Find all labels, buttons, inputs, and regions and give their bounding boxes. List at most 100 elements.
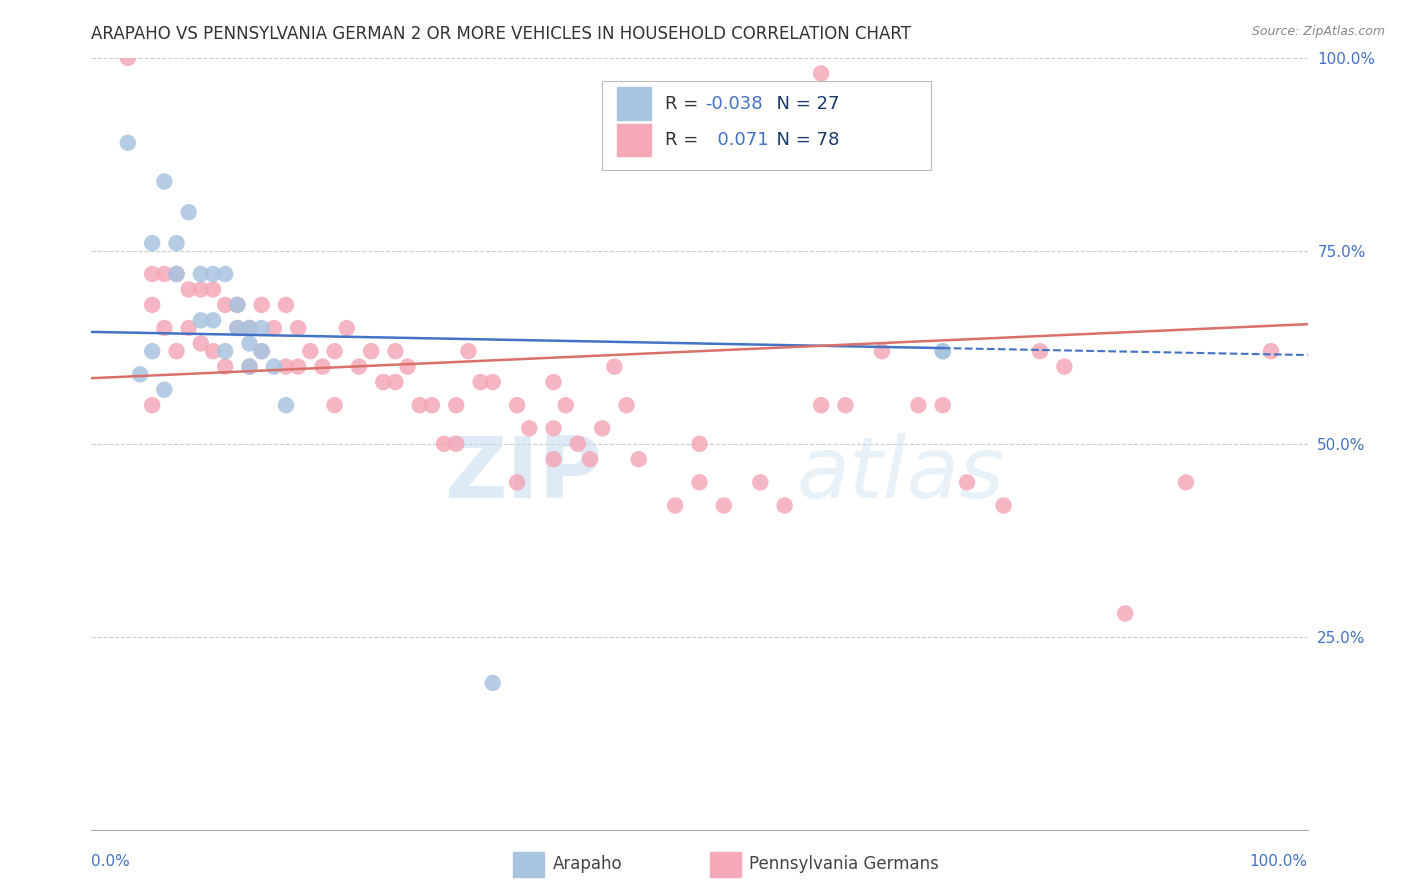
Point: [263, 321, 285, 335]
Point: [810, 66, 832, 80]
Point: [274, 359, 297, 374]
Point: [506, 398, 529, 412]
Point: [250, 344, 273, 359]
Point: [250, 298, 273, 312]
Point: [1029, 344, 1052, 359]
Point: [1260, 344, 1282, 359]
Point: [931, 398, 953, 412]
Point: [141, 236, 163, 251]
Point: [360, 344, 382, 359]
Point: [177, 205, 200, 219]
Point: [567, 436, 589, 450]
Point: [238, 321, 260, 335]
Point: [202, 344, 225, 359]
Point: [190, 267, 212, 281]
Text: 100.0%: 100.0%: [1250, 855, 1308, 869]
Point: [993, 499, 1015, 513]
Text: ZIP: ZIP: [444, 434, 602, 516]
Point: [129, 368, 152, 382]
Point: [773, 499, 796, 513]
Text: R =: R =: [665, 95, 704, 112]
Point: [166, 267, 188, 281]
Point: [190, 282, 212, 296]
Point: [1114, 607, 1136, 621]
Point: [153, 321, 176, 335]
Point: [153, 383, 176, 397]
Point: [214, 359, 236, 374]
Point: [688, 436, 710, 450]
Point: [238, 321, 260, 335]
Point: [409, 398, 432, 412]
Point: [311, 359, 333, 374]
Point: [481, 375, 503, 389]
Point: [299, 344, 322, 359]
Point: [190, 336, 212, 351]
Point: [749, 475, 772, 490]
Point: [591, 421, 613, 435]
Point: [141, 344, 163, 359]
Point: [931, 344, 953, 359]
Text: Arapaho: Arapaho: [553, 855, 623, 873]
Point: [384, 375, 406, 389]
Point: [907, 398, 929, 412]
Point: [117, 136, 139, 150]
Point: [616, 398, 638, 412]
Text: ARAPAHO VS PENNSYLVANIA GERMAN 2 OR MORE VEHICLES IN HOUSEHOLD CORRELATION CHART: ARAPAHO VS PENNSYLVANIA GERMAN 2 OR MORE…: [91, 25, 911, 43]
Point: [177, 282, 200, 296]
Text: R =: R =: [665, 131, 704, 149]
Point: [444, 436, 467, 450]
Point: [579, 452, 602, 467]
Point: [543, 452, 565, 467]
Bar: [617, 87, 651, 120]
Point: [166, 267, 188, 281]
Point: [931, 344, 953, 359]
Text: 0.071: 0.071: [706, 131, 768, 149]
Point: [153, 267, 176, 281]
Point: [956, 475, 979, 490]
Point: [214, 267, 236, 281]
Point: [457, 344, 479, 359]
FancyBboxPatch shape: [602, 81, 931, 169]
Point: [810, 398, 832, 412]
Point: [214, 344, 236, 359]
Point: [263, 359, 285, 374]
Text: atlas: atlas: [797, 434, 1005, 516]
Point: [238, 336, 260, 351]
Point: [347, 359, 370, 374]
Point: [190, 313, 212, 327]
Text: Pennsylvania Germans: Pennsylvania Germans: [749, 855, 939, 873]
Point: [238, 359, 260, 374]
Text: -0.038: -0.038: [706, 95, 763, 112]
Point: [153, 174, 176, 188]
Point: [166, 236, 188, 251]
Point: [1175, 475, 1198, 490]
Point: [141, 398, 163, 412]
Point: [226, 298, 249, 312]
Point: [250, 321, 273, 335]
Point: [396, 359, 419, 374]
Point: [202, 267, 225, 281]
Point: [870, 344, 893, 359]
Point: [166, 344, 188, 359]
Point: [202, 282, 225, 296]
Point: [287, 321, 309, 335]
Point: [688, 475, 710, 490]
Point: [603, 359, 626, 374]
Point: [226, 321, 249, 335]
Point: [543, 421, 565, 435]
Point: [141, 267, 163, 281]
Point: [287, 359, 309, 374]
Point: [226, 298, 249, 312]
Point: [274, 398, 297, 412]
Point: [470, 375, 492, 389]
Text: N = 78: N = 78: [765, 131, 839, 149]
Point: [274, 298, 297, 312]
Point: [664, 499, 686, 513]
Point: [336, 321, 359, 335]
Point: [517, 421, 540, 435]
Text: 0.0%: 0.0%: [91, 855, 131, 869]
Point: [420, 398, 443, 412]
Point: [202, 313, 225, 327]
Point: [481, 676, 503, 690]
Point: [433, 436, 456, 450]
